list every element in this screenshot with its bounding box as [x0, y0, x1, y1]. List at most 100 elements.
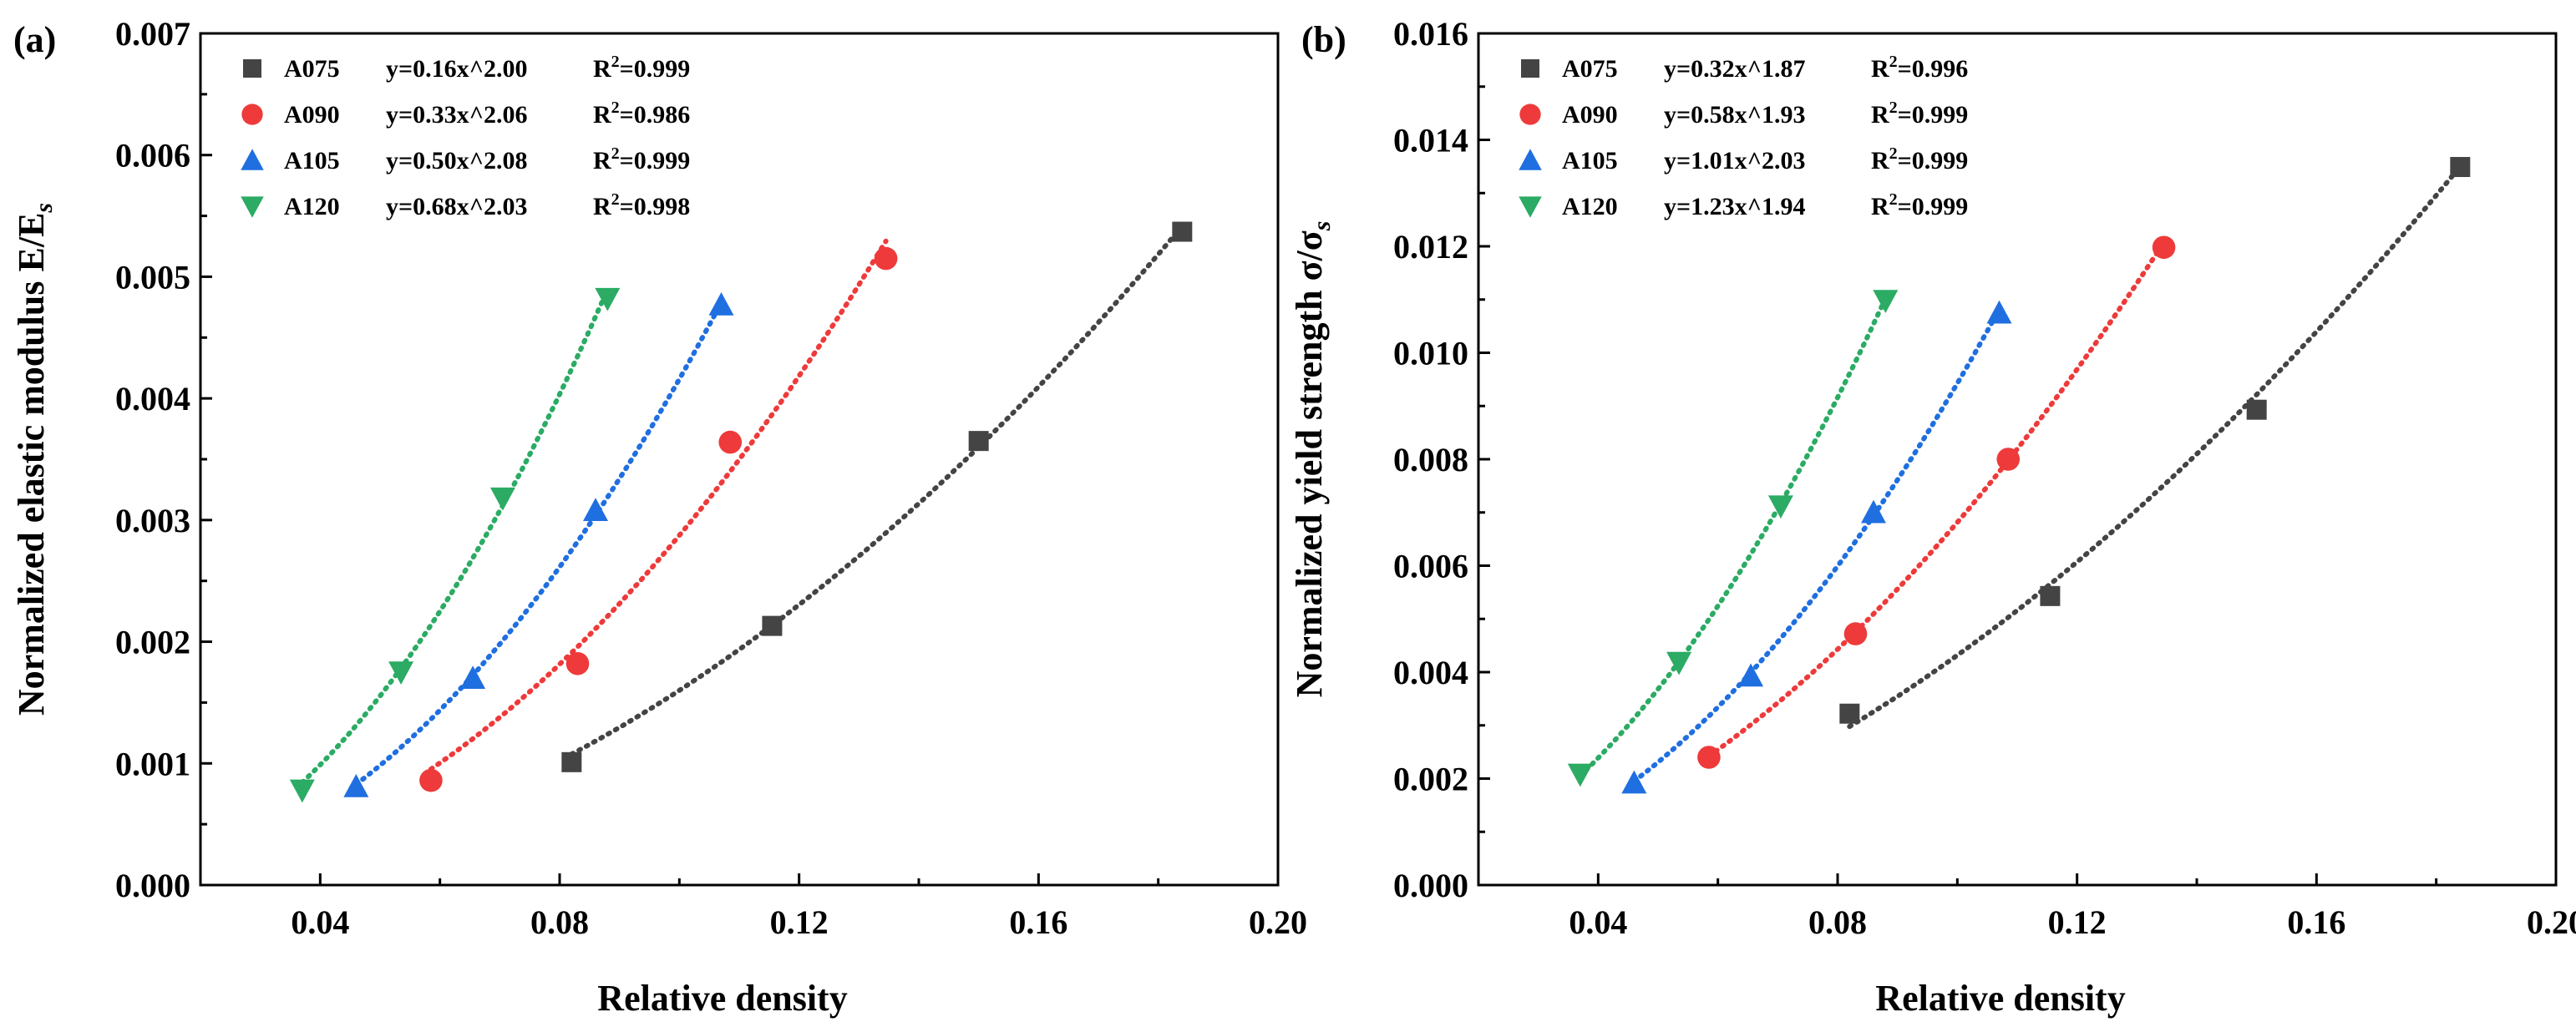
y-tick-label: 0.004	[115, 380, 190, 417]
legend-equation: y=0.33x^2.06	[386, 101, 528, 129]
legend-marker-a105	[241, 149, 264, 170]
data-point-a090	[419, 768, 443, 792]
y-tick-label: 0.008	[1393, 441, 1468, 478]
data-point-a105	[460, 665, 486, 690]
data-point-a120	[1666, 651, 1692, 675]
x-tick-label: 0.08	[1808, 903, 1867, 941]
x-tick-label: 0.04	[291, 903, 349, 941]
data-point-a090	[1843, 622, 1868, 645]
y-axis-title: Normalized yield strength σ/σs	[1289, 221, 1336, 698]
legend-name: A075	[284, 55, 340, 83]
legend-equation: y=0.58x^1.93	[1664, 101, 1806, 129]
x-tick-label: 0.08	[530, 903, 589, 941]
fit-curve-a075	[1847, 164, 2463, 730]
fit-curve-a120	[1577, 296, 1889, 779]
fit-curve-a120	[299, 286, 611, 786]
y-tick-label: 0.002	[115, 624, 190, 661]
y-tick-label: 0.006	[115, 137, 190, 175]
data-point-a105	[1621, 770, 1647, 794]
y-tick-label: 0.007	[115, 15, 190, 53]
legend-r2: R2=0.999	[1871, 144, 1968, 175]
legend-equation: y=0.32x^1.87	[1664, 55, 1806, 83]
panel-label: (a)	[13, 19, 56, 60]
legend-marker-a075	[243, 59, 261, 78]
data-point-a090	[565, 652, 590, 675]
data-point-a075	[1172, 221, 1193, 242]
data-point-a075	[968, 431, 989, 452]
y-axis-title: Normalized elastic modulus E/Es	[11, 203, 58, 716]
x-tick-label: 0.12	[2048, 903, 2107, 941]
legend-r2: R2=0.986	[593, 99, 690, 129]
panel-label: (b)	[1301, 19, 1346, 60]
x-tick-label: 0.20	[2527, 903, 2576, 941]
fit-curve-a075	[569, 223, 1185, 757]
legend-name: A090	[1562, 101, 1618, 129]
data-point-a120	[489, 487, 515, 511]
legend-r2: R2=0.996	[1871, 53, 1968, 83]
fit-curve-a105	[1631, 306, 2002, 784]
data-point-a075	[561, 751, 582, 772]
legend-marker-a120	[1519, 196, 1542, 218]
legend-marker-a090	[1519, 104, 1541, 125]
y-tick-label: 0.016	[1393, 15, 1468, 53]
legend: A075 y=0.32x^1.87 R2=0.996 A090 y=0.58x^1.93…	[1519, 53, 1968, 220]
data-point-a105	[583, 498, 608, 521]
legend-marker-a120	[241, 196, 264, 218]
legend-r2: R2=0.998	[593, 190, 690, 220]
y-tick-label: 0.003	[115, 502, 190, 539]
x-tick-label: 0.16	[1009, 903, 1067, 941]
y-tick-label: 0.006	[1393, 548, 1468, 585]
legend-r2: R2=0.999	[1871, 190, 1968, 220]
plot-frame	[199, 32, 1280, 887]
data-point-a075	[2040, 585, 2061, 606]
data-point-a090	[1996, 448, 2021, 471]
data-point-a120	[289, 779, 315, 803]
y-tick-label: 0.001	[115, 745, 190, 782]
data-point-a075	[1839, 703, 1860, 724]
y-tick-label: 0.000	[1393, 867, 1468, 904]
y-tick-label: 0.002	[1393, 761, 1468, 798]
x-tick-label: 0.04	[1569, 903, 1627, 941]
legend-name: A120	[1562, 193, 1618, 220]
y-tick-label: 0.014	[1393, 122, 1468, 159]
data-point-a105	[708, 291, 734, 316]
data-point-a105	[1986, 300, 2012, 324]
legend-equation: y=0.50x^2.08	[386, 147, 528, 175]
fit-curve-a105	[353, 300, 724, 787]
y-tick-label: 0.000	[115, 867, 190, 904]
legend-equation: y=0.68x^2.03	[386, 193, 528, 220]
data-point-a090	[1697, 746, 1721, 769]
data-point-a090	[2152, 235, 2176, 260]
data-point-a090	[874, 246, 898, 271]
legend-name: A075	[1562, 55, 1618, 83]
legend-r2: R2=0.999	[593, 53, 690, 83]
legend: A075 y=0.16x^2.00 R2=0.999 A090 y=0.33x^2.06…	[241, 53, 690, 220]
x-axis-title: Relative density	[597, 978, 847, 1019]
data-point-a105	[1738, 663, 1764, 687]
y-tick-label: 0.005	[115, 258, 190, 296]
data-point-a120	[1567, 763, 1593, 787]
x-tick-label: 0.16	[2287, 903, 2345, 941]
y-tick-label: 0.010	[1393, 335, 1468, 372]
chart-panel-b: 0.04 0.08 0.12 0.16 0.20 0.000 0.002 0.004 0.006…	[1289, 15, 2576, 1019]
legend-marker-a105	[1519, 149, 1542, 170]
legend-name: A120	[284, 193, 340, 220]
data-point-a120	[388, 661, 414, 685]
fit-curve-a090	[1706, 240, 2167, 759]
fit-curve-a090	[428, 238, 889, 772]
chart-panel-a: 0.04 0.08 0.12 0.16 0.20 0.000 0.001 0.002 0.003…	[11, 15, 1307, 1019]
y-tick-label: 0.012	[1393, 228, 1468, 266]
legend-equation: y=1.23x^1.94	[1664, 193, 1806, 220]
data-point-a090	[718, 430, 743, 454]
legend-r2: R2=0.999	[1871, 99, 1968, 129]
data-point-a120	[1767, 495, 1793, 519]
data-point-a075	[2246, 399, 2267, 420]
legend-equation: y=1.01x^2.03	[1664, 147, 1806, 175]
legend-marker-a090	[241, 104, 263, 125]
x-tick-label: 0.12	[770, 903, 829, 941]
legend-marker-a075	[1521, 59, 1539, 78]
legend-r2: R2=0.999	[593, 144, 690, 175]
y-tick-label: 0.004	[1393, 654, 1468, 691]
x-axis-title: Relative density	[1875, 978, 2125, 1019]
